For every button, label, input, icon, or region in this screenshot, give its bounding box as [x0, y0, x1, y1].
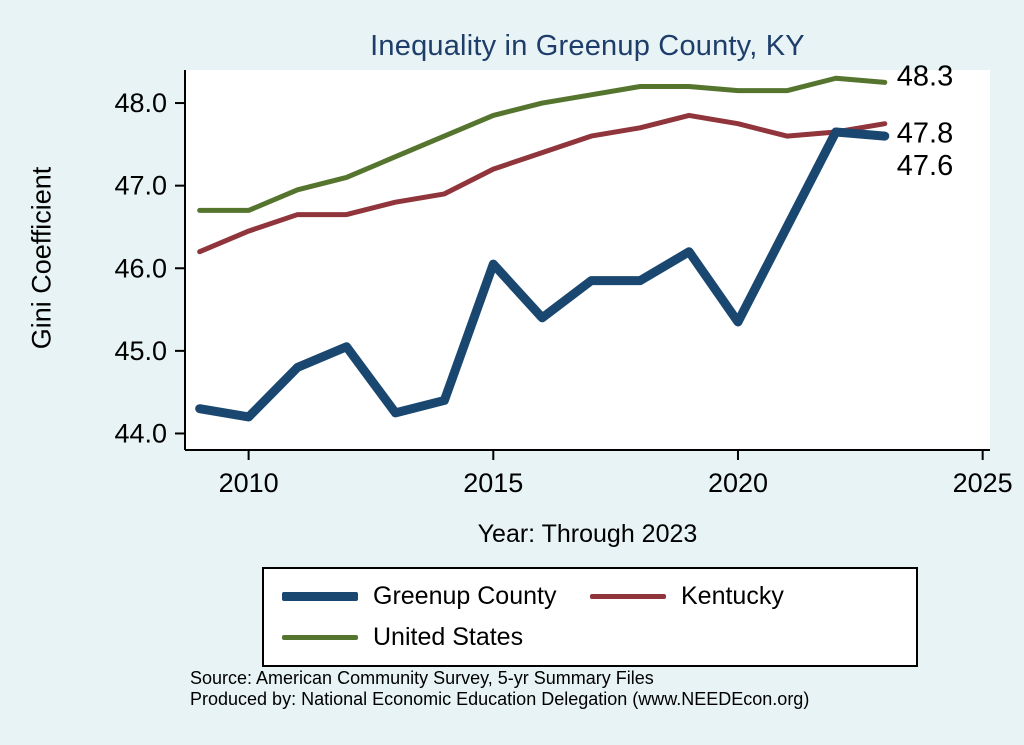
series-line-united_states [197, 75, 888, 213]
end-value-label: 47.6 [897, 150, 953, 182]
legend-label: Greenup County [373, 582, 557, 610]
y-tick-label: 44.0 [114, 418, 167, 448]
united-states-line-swatch [282, 635, 358, 640]
legend-item-kentucky: Kentucky [590, 582, 898, 611]
x-tick-label: 2025 [953, 468, 1013, 498]
chart-legend: Greenup County Kentucky United States [262, 567, 918, 667]
legend-item-greenup-county: Greenup County [282, 582, 590, 611]
y-tick-label: 45.0 [114, 336, 167, 366]
series-line-kentucky [197, 112, 888, 255]
x-tick-label: 2015 [463, 468, 523, 498]
y-axis-label: Gini Coefficient [26, 166, 57, 350]
y-tick-label: 48.0 [114, 88, 167, 118]
source-line: Source: American Community Survey, 5-yr … [190, 668, 654, 688]
series-line-greenup [195, 127, 890, 422]
source-note: Source: American Community Survey, 5-yr … [190, 668, 809, 710]
y-tick-label: 46.0 [114, 253, 167, 283]
legend-item-united-states: United States [282, 623, 590, 652]
kentucky-line-swatch [590, 594, 666, 599]
legend-label: Kentucky [681, 582, 784, 610]
y-tick-label: 47.0 [114, 171, 167, 201]
produced-by-line: Produced by: National Economic Education… [190, 689, 810, 710]
x-tick-label: 2020 [708, 468, 768, 498]
end-value-label: 48.3 [897, 60, 953, 92]
greenup-county-line-swatch [282, 592, 358, 601]
legend-label: United States [373, 623, 524, 651]
end-value-label: 47.8 [897, 118, 953, 150]
x-axis-label: Year: Through 2023 [477, 520, 698, 548]
x-tick-label: 2010 [219, 468, 279, 498]
chart-title: Inequality in Greenup County, KY [370, 30, 805, 62]
gini-line-chart: 44.0 45.0 46.0 47.0 48.0 2010 2015 2020 2025 47.6… [114, 60, 1013, 498]
